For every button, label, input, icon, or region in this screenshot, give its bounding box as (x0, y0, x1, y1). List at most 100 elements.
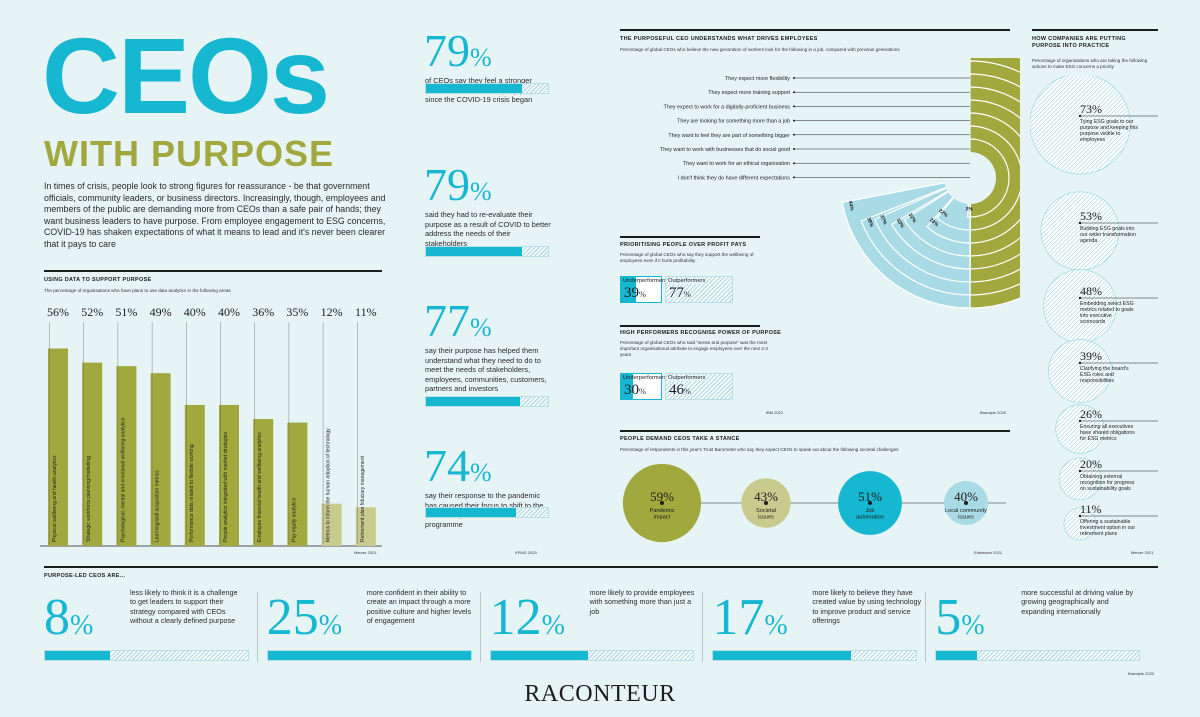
analytics-value-label: 40% (218, 305, 240, 319)
stance-value-label: 51% (858, 489, 882, 504)
analytics-bar (253, 419, 274, 546)
analytics-bar (82, 362, 103, 546)
analytics-category-label: Physical wellbeing and health analytics (52, 455, 58, 542)
stance-value-label: 40% (954, 489, 978, 504)
pp-under-label: Underperformers (623, 278, 667, 284)
purpose-led-description: more likely to provide employees with so… (589, 588, 695, 616)
stat-percent-sign: % (470, 177, 492, 206)
purpose-led-divider (256, 592, 258, 662)
intro-text: In times of crisis, people look to stron… (44, 181, 386, 249)
esg-value-label: 11% (1080, 502, 1102, 516)
purpose-led-value: 8% (44, 592, 93, 644)
drivers-value-label: 38% (865, 217, 874, 229)
esg-label-line: metrics related to goals (1080, 307, 1134, 313)
purpose-led-row: 8% less likely to think it is a challenge… (44, 588, 1158, 666)
analytics-bar-chart: 56% Physical wellbeing and health analyti… (40, 305, 382, 547)
esg-dot (1078, 361, 1082, 365)
high-perf-title: HIGH PERFORMERS RECOGNISE POWER OF PURPO… (620, 330, 782, 336)
esg-label-line: for ESG metrics (1080, 436, 1117, 442)
drivers-source-right: Brandpie 2020 (980, 410, 1007, 415)
analytics-bar (150, 373, 171, 546)
stance-label-line: Local community (945, 508, 987, 514)
stance-label-line: issues (758, 515, 774, 521)
analytics-category-label: Retirement plan fiduciary management (360, 456, 366, 542)
analytics-category-label: Performance data related to flexible wor… (189, 444, 195, 542)
stance-dot (868, 501, 872, 505)
purpose-led-percent-sign: % (318, 610, 343, 641)
analytics-value-label: 12% (321, 305, 343, 319)
hp-out-value: 46% (669, 382, 691, 398)
stat-bar-fill (426, 508, 517, 517)
analytics-subtitle: The percentage of organisations who have… (44, 288, 231, 293)
drivers-category-label: I don't think they do have different exp… (678, 175, 791, 181)
esg-value-label: 73% (1080, 102, 1102, 116)
analytics-category-label: Metrics to inform the human adoption of … (326, 428, 332, 542)
stance-category-label: Local community issues (945, 508, 987, 521)
drivers-category-label: They want to feel they are part of somet… (668, 133, 790, 139)
stance-label-line: Job (865, 508, 874, 514)
stat-value: 74% (424, 443, 492, 489)
people-profit-subtitle: Percentage of global CEOs who say they s… (620, 252, 754, 263)
esg-label-line: our wider transformation (1080, 232, 1136, 238)
purpose-led-item: 17% more likely to believe they have crea… (702, 588, 935, 666)
purpose-led-bar-track (712, 650, 918, 661)
stat-description: said they had to re-evaluate their purpo… (425, 210, 551, 248)
stat-bar-track (425, 83, 549, 94)
esg-label-line: responsibilities (1080, 378, 1114, 384)
esg-label-line: Ensuring all executives (1080, 424, 1133, 430)
purpose-led-number: 5 (935, 589, 962, 646)
purpose-led-description: more likely to believe they have created… (812, 588, 922, 626)
high-perf-subtitle: Percentage of global CEOs who said "sens… (620, 340, 768, 357)
stance-value-label: 59% (650, 489, 674, 504)
drivers-category-label: They are looking for something more than… (677, 119, 790, 125)
analytics-category-label: Strategic workforce planning/modelling (86, 456, 92, 542)
purpose-led-bar-track (44, 650, 249, 661)
analytics-bar (287, 422, 308, 546)
drivers-category-label: They expect more training support (708, 90, 790, 96)
drivers-subtitle: Percentage of global CEOs who believe th… (620, 47, 900, 52)
purpose-led-bar-fill (713, 651, 852, 660)
analytics-bar (219, 404, 239, 546)
drivers-leader-dot (793, 77, 795, 79)
drivers-value-label: 23% (928, 217, 940, 228)
esg-dot (1078, 514, 1082, 518)
analytics-bar (184, 404, 205, 546)
purpose-led-number: 17 (712, 589, 765, 646)
stat-number: 79 (424, 25, 470, 76)
esg-label-line: scorecards (1080, 319, 1106, 325)
stats-column: 79%of CEOs say they feel a stronger conn… (424, 28, 554, 568)
analytics-value-label: 36% (252, 305, 274, 319)
stance-category-label: Job automation (856, 508, 884, 521)
esg-dot (1078, 114, 1082, 118)
drivers-category-label: They want to work with businesses that d… (660, 147, 790, 153)
purpose-led-bar-fill (45, 651, 110, 660)
people-profit-box: Underperformers 39% Outperformers 77% (620, 276, 736, 303)
pp-under-value: 39% (624, 285, 646, 301)
esg-label-line: retirement plans (1080, 531, 1118, 537)
stat-bar-fill (426, 84, 523, 93)
esg-label-line: into executive (1080, 313, 1112, 319)
esg-category-label: Ensuring all executives have shared oblig… (1080, 424, 1135, 442)
purpose-led-value: 25% (267, 592, 342, 644)
stance-label-line: impact (654, 515, 671, 521)
esg-circle (1030, 76, 1131, 175)
purpose-led-bar-fill (490, 651, 588, 660)
analytics-value-label: 51% (115, 305, 137, 319)
purpose-led-description: more confident in their ability to creat… (366, 588, 472, 626)
stance-label-line: Pandemic (650, 508, 675, 514)
drivers-leader-dot (793, 105, 795, 108)
purpose-led-bar-track (266, 650, 472, 661)
stat-bar-fill (426, 397, 520, 406)
purpose-led-number: 25 (266, 589, 319, 646)
hp-under-fill (620, 373, 633, 400)
esg-value-label: 26% (1080, 407, 1102, 421)
analytics-value-label: 35% (286, 305, 308, 319)
drivers-category-label: They expect to work for a digitally-prof… (664, 104, 791, 110)
stat-percent-sign: % (470, 458, 492, 487)
hp-under-label: Underperformers (623, 375, 667, 381)
esg-value-label: 39% (1080, 349, 1102, 363)
drivers-value-label: 33% (895, 218, 906, 230)
stance-source: Edelmann 2021 (974, 550, 1003, 555)
purpose-led-number: 8 (44, 589, 70, 646)
purpose-led-description: less likely to think it is a challenge t… (130, 588, 238, 626)
